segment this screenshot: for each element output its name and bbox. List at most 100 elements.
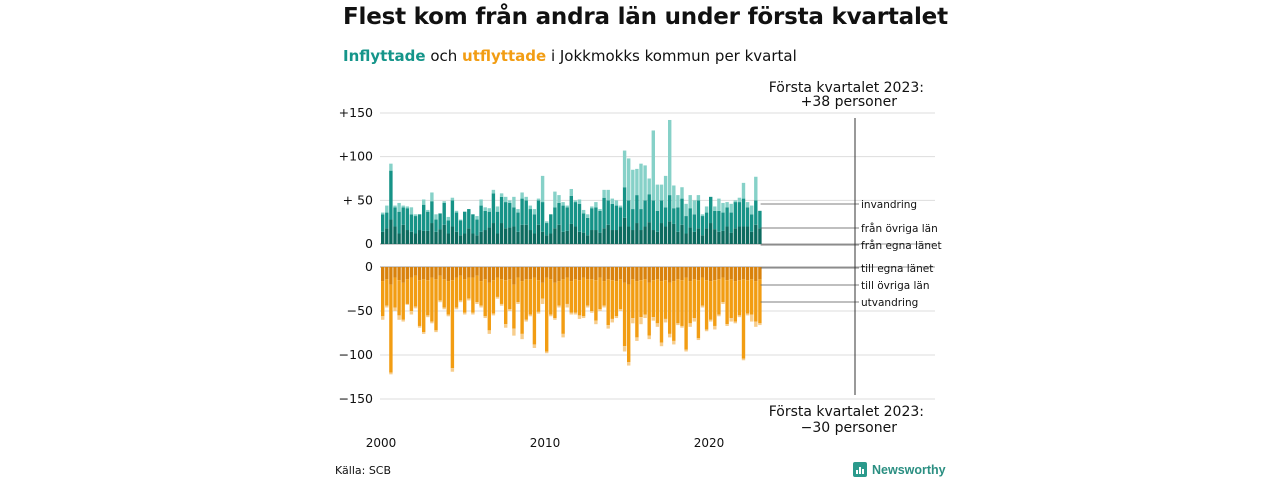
bar-outflow-segment xyxy=(668,333,672,338)
bar-inflow-segment xyxy=(758,210,762,229)
bar-outflow-segment xyxy=(458,275,463,301)
bar-inflow-segment xyxy=(590,206,594,209)
annotation-bottom-line1: Första kvartalet 2023: xyxy=(769,404,924,420)
bar-outflow-segment xyxy=(569,281,573,313)
bar-outflow-segment xyxy=(532,344,537,348)
bar-inflow-segment xyxy=(569,195,573,224)
bar-outflow-segment xyxy=(536,267,541,281)
bar-inflow-segment xyxy=(434,231,438,244)
bar-outflow-segment xyxy=(745,267,750,281)
bar-outflow-segment xyxy=(737,267,742,281)
bar-inflow-segment xyxy=(495,206,500,212)
bar-outflow-segment xyxy=(553,318,557,320)
bar-inflow-segment xyxy=(504,228,508,244)
bar-outflow-segment xyxy=(586,279,590,306)
bar-outflow-segment xyxy=(565,303,569,308)
bar-inflow-segment xyxy=(532,214,537,234)
bar-inflow-segment xyxy=(750,214,754,232)
bar-outflow-segment xyxy=(520,267,524,282)
bar-outflow-segment xyxy=(413,275,418,307)
annotation-top-line2: +38 personer xyxy=(801,94,898,110)
bar-inflow-segment xyxy=(606,224,610,244)
bar-outflow-segment xyxy=(405,279,409,304)
bar-outflow-segment xyxy=(499,267,504,280)
bar-outflow-segment xyxy=(758,323,762,326)
bar-inflow-segment xyxy=(528,209,532,231)
bar-inflow-segment xyxy=(590,230,594,244)
bar-outflow-segment xyxy=(397,267,401,281)
bar-inflow-segment xyxy=(487,208,491,212)
bar-outflow-segment xyxy=(581,277,586,317)
bar-outflow-segment xyxy=(557,305,561,308)
bar-outflow-segment xyxy=(672,267,676,282)
bar-inflow-segment xyxy=(713,210,717,230)
bar-outflow-segment xyxy=(434,279,438,331)
bar-inflow-segment xyxy=(561,202,565,206)
bar-outflow-segment xyxy=(491,280,496,314)
bar-outflow-segment xyxy=(696,280,701,339)
bar-outflow-segment xyxy=(557,267,561,282)
bar-inflow-segment xyxy=(680,187,684,199)
bar-outflow-segment xyxy=(709,319,713,322)
y-tick-label: 0 xyxy=(365,236,373,251)
bar-inflow-segment xyxy=(520,224,524,244)
bar-inflow-segment xyxy=(668,221,672,244)
bar-outflow-segment xyxy=(659,342,664,347)
bar-inflow-segment xyxy=(454,210,459,213)
bar-inflow-segment xyxy=(426,230,430,244)
series-labels: invandring från övriga län från egna länet… xyxy=(760,199,942,309)
bar-inflow-segment xyxy=(405,206,409,209)
bar-inflow-segment xyxy=(446,233,450,244)
bar-inflow-segment xyxy=(385,228,389,244)
bar-outflow-segment xyxy=(389,372,393,375)
bar-outflow-segment xyxy=(643,267,647,280)
bar-outflow-segment xyxy=(704,280,709,330)
bar-outflow-segment xyxy=(659,281,664,343)
bar-inflow-segment xyxy=(545,235,549,244)
y-tick-label: −50 xyxy=(347,303,373,318)
bar-inflow-segment xyxy=(499,193,504,197)
bar-inflow-segment xyxy=(393,207,397,227)
bar-outflow-segment xyxy=(524,279,528,320)
bar-inflow-segment xyxy=(467,209,471,229)
bar-outflow-segment xyxy=(540,298,545,304)
bar-inflow-segment xyxy=(745,202,750,208)
bar-inflow-segment xyxy=(438,229,442,244)
bar-inflow-segment xyxy=(577,231,582,244)
bar-outflow-segment xyxy=(385,267,389,280)
bar-outflow-segment xyxy=(758,279,762,324)
bar-inflow-segment xyxy=(639,209,643,231)
bar-outflow-segment xyxy=(409,267,414,278)
bar-inflow-segment xyxy=(659,200,664,224)
bar-inflow-segment xyxy=(467,228,471,244)
bar-inflow-segment xyxy=(381,212,385,215)
bar-inflow-segment xyxy=(553,191,557,208)
bar-outflow-segment xyxy=(549,314,553,317)
bar-inflow-segment xyxy=(676,207,680,232)
bar-outflow-segment xyxy=(721,267,725,278)
bar-inflow-segment xyxy=(614,205,619,231)
bar-inflow-segment xyxy=(389,219,393,244)
bar-outflow-segment xyxy=(417,325,422,328)
bar-outflow-segment xyxy=(581,267,586,278)
bar-outflow-segment xyxy=(393,277,397,308)
bar-inflow-segment xyxy=(741,198,746,227)
bar-outflow-segment xyxy=(577,280,582,316)
bar-inflow-segment xyxy=(385,212,389,229)
bar-inflow-segment xyxy=(516,212,520,232)
bar-outflow-segment xyxy=(508,267,512,280)
bar-outflow-segment xyxy=(737,315,742,318)
bar-outflow-segment xyxy=(397,315,401,320)
bar-outflow-segment xyxy=(557,281,561,306)
bar-inflow-segment xyxy=(663,226,668,244)
bar-inflow-segment xyxy=(512,207,516,227)
bar-outflow-segment xyxy=(479,305,483,308)
bar-outflow-segment xyxy=(475,275,479,303)
bar-outflow-segment xyxy=(729,267,733,280)
bar-inflow-segment xyxy=(413,214,418,217)
bar-inflow-segment xyxy=(672,208,676,224)
bar-outflow-segment xyxy=(741,358,746,361)
bar-inflow-segment xyxy=(471,233,475,244)
bar-inflow-segment xyxy=(688,227,692,244)
bar-outflow-segment xyxy=(540,282,545,299)
